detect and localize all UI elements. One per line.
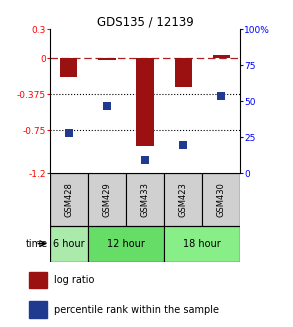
Point — [105, 103, 109, 108]
Bar — [175, 58, 192, 87]
Bar — [29, 301, 47, 318]
Bar — [202, 173, 240, 226]
Point — [181, 142, 185, 147]
Bar — [50, 226, 88, 262]
Bar — [60, 58, 77, 77]
Point — [143, 158, 147, 163]
Title: GDS135 / 12139: GDS135 / 12139 — [97, 15, 193, 28]
Text: GSM423: GSM423 — [179, 182, 188, 217]
Text: 12 hour: 12 hour — [107, 239, 145, 249]
Text: percentile rank within the sample: percentile rank within the sample — [54, 305, 219, 315]
Text: GSM430: GSM430 — [217, 182, 226, 217]
Bar — [137, 58, 154, 146]
Point — [219, 93, 224, 98]
Bar — [213, 55, 230, 58]
Bar — [50, 173, 88, 226]
Text: log ratio: log ratio — [54, 275, 95, 285]
Bar — [88, 226, 164, 262]
Bar — [98, 58, 115, 60]
Bar — [88, 173, 126, 226]
Text: time: time — [26, 239, 48, 249]
Text: 6 hour: 6 hour — [53, 239, 85, 249]
Text: GSM433: GSM433 — [141, 182, 149, 217]
Bar — [126, 173, 164, 226]
Text: 18 hour: 18 hour — [183, 239, 221, 249]
Text: GSM429: GSM429 — [103, 182, 111, 217]
Bar — [29, 272, 47, 288]
Bar — [164, 173, 202, 226]
Bar — [164, 226, 240, 262]
Text: GSM428: GSM428 — [64, 182, 73, 217]
Point — [67, 130, 71, 136]
